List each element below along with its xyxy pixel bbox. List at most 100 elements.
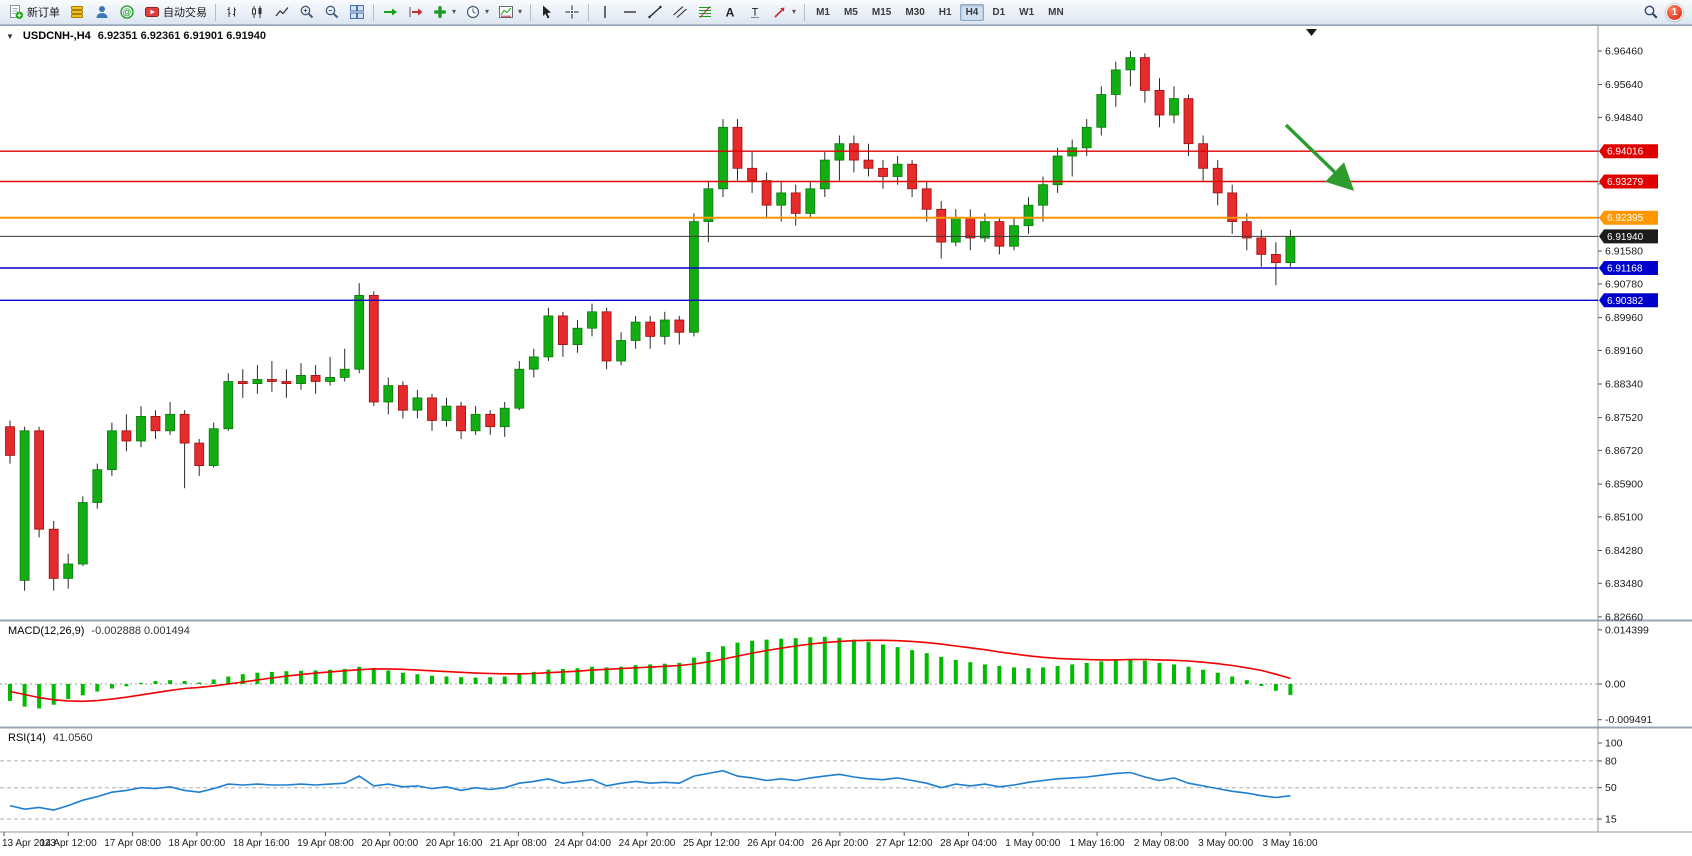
trend-arrow-annotation[interactable] xyxy=(1284,123,1355,191)
candle-bull xyxy=(92,469,103,503)
price-tag xyxy=(1599,261,1658,275)
candle-bull xyxy=(1067,147,1078,157)
candle-bear xyxy=(266,379,277,382)
crosshair-button[interactable] xyxy=(560,2,584,22)
templates-button[interactable]: ▾ xyxy=(494,2,526,22)
channel-button[interactable] xyxy=(668,2,692,22)
candle-bear xyxy=(921,188,932,210)
timeframe-d1-button[interactable]: D1 xyxy=(992,6,1006,18)
text-button[interactable]: A xyxy=(718,2,742,22)
candle-bull xyxy=(819,159,830,190)
label-button[interactable]: T xyxy=(743,2,767,22)
price-axis-label: 6.96460 xyxy=(1605,46,1643,58)
chart-shift-icon xyxy=(407,4,423,20)
candle-bear xyxy=(34,430,44,530)
community-button[interactable]: @ xyxy=(115,2,139,22)
clock-icon xyxy=(465,4,481,20)
trendline-button[interactable] xyxy=(643,2,667,22)
timeframe-m1-button[interactable]: M1 xyxy=(816,6,830,18)
candle-bear xyxy=(863,159,874,169)
candlestick-chart-button[interactable] xyxy=(245,2,269,22)
chart-canvas[interactable]: 6.964606.956406.948406.940206.932206.924… xyxy=(0,26,1692,856)
price-axis-label: 6.91580 xyxy=(1605,246,1643,258)
candle-bull xyxy=(543,315,554,358)
rsi-axis-label: 100 xyxy=(1605,738,1623,750)
chart-end-marker-icon[interactable] xyxy=(1306,29,1317,36)
candle-bear xyxy=(907,163,917,190)
timeframe-m5-button[interactable]: M5 xyxy=(843,6,858,18)
notification-badge[interactable]: 1 xyxy=(1666,3,1683,21)
candle-bear xyxy=(994,221,1005,247)
cursor-icon xyxy=(539,4,555,20)
one-click-trading-toggle[interactable]: ▼ xyxy=(6,32,14,41)
candle-bear xyxy=(965,217,976,239)
time-axis-label: 28 Apr 04:00 xyxy=(940,838,997,849)
bar-chart-button[interactable] xyxy=(220,2,244,22)
horizontal-line-button[interactable] xyxy=(618,2,642,22)
rsi-axis-label: 80 xyxy=(1605,755,1617,767)
tile-windows-button[interactable] xyxy=(345,2,369,22)
fibonacci-button[interactable] xyxy=(693,2,717,22)
time-axis-label: 27 Apr 12:00 xyxy=(876,838,933,849)
orders-stack-button[interactable] xyxy=(65,2,89,22)
price-tag-label: 6.91168 xyxy=(1607,264,1643,275)
arrows-button[interactable]: ▾ xyxy=(768,2,800,22)
zoom-in-button[interactable] xyxy=(295,2,319,22)
timeframe-m30-button[interactable]: M30 xyxy=(905,6,925,18)
line-chart-button[interactable] xyxy=(270,2,294,22)
price-axis-label: 6.94840 xyxy=(1605,112,1643,124)
horizontal-line-icon xyxy=(622,4,638,20)
candle-bull xyxy=(718,126,728,190)
candle-bull xyxy=(776,192,787,206)
timeframe-m15-button[interactable]: M15 xyxy=(871,6,892,18)
candle-bear xyxy=(237,381,248,384)
timeframe-w1-button[interactable]: W1 xyxy=(1019,6,1035,18)
toolbar-right-group: 1 xyxy=(1643,3,1688,21)
candle-bear xyxy=(485,413,496,428)
candle-bull xyxy=(689,221,699,333)
auto-scroll-button[interactable] xyxy=(378,2,402,22)
price-tag-label: 6.91940 xyxy=(1607,232,1644,243)
price-tag-label: 6.94016 xyxy=(1607,147,1644,158)
candle-bear xyxy=(121,430,132,442)
vertical-line-button[interactable] xyxy=(593,2,617,22)
toolbar-separator xyxy=(373,3,374,21)
orders-stack-icon xyxy=(69,4,85,20)
candle-bull xyxy=(412,397,423,411)
candlestick-chart-icon xyxy=(249,4,265,20)
time-axis-label: 2 May 08:00 xyxy=(1134,838,1189,849)
candle-bull xyxy=(1052,155,1063,186)
time-axis-label: 17 Apr 08:00 xyxy=(104,838,161,849)
timeframe-h1-button[interactable]: H1 xyxy=(938,6,952,18)
candle-bear xyxy=(558,315,568,345)
chart-area[interactable]: 6.964606.956406.948406.940206.932206.924… xyxy=(0,25,1692,856)
indicators-button[interactable]: ▾ xyxy=(428,2,460,22)
profile-button[interactable] xyxy=(90,2,114,22)
timeframe-mn-button[interactable]: MN xyxy=(1048,6,1064,18)
time-axis-label: 3 May 00:00 xyxy=(1198,838,1253,849)
search-icon[interactable] xyxy=(1643,4,1659,20)
candle-bear xyxy=(281,381,292,384)
periods-button[interactable]: ▾ xyxy=(461,2,493,22)
candle-bull xyxy=(19,430,30,581)
timeframe-h4-button[interactable]: H4 xyxy=(959,3,985,21)
time-axis-label: 1 May 16:00 xyxy=(1070,838,1125,849)
zoom-out-button[interactable] xyxy=(320,2,344,22)
candle-bull xyxy=(703,188,714,223)
candle-bear xyxy=(1212,167,1223,194)
autotrade-button[interactable]: 自动交易 xyxy=(140,2,211,22)
candle-bear xyxy=(1140,57,1150,91)
time-axis-label: 18 Apr 00:00 xyxy=(169,838,226,849)
vertical-line-icon xyxy=(597,4,613,20)
chart-shift-button[interactable] xyxy=(403,2,427,22)
candle-bear xyxy=(732,126,743,169)
candle-bull xyxy=(1169,98,1179,116)
candle-bull xyxy=(630,321,641,341)
candle-bull xyxy=(1110,69,1121,95)
cursor-button[interactable] xyxy=(535,2,559,22)
candle-bull xyxy=(1081,126,1092,149)
candle-bull xyxy=(528,356,539,370)
arrow-tool-icon xyxy=(772,4,788,20)
price-axis-label: 6.85100 xyxy=(1605,511,1643,523)
new-order-button[interactable]: 新订单 xyxy=(4,2,64,22)
